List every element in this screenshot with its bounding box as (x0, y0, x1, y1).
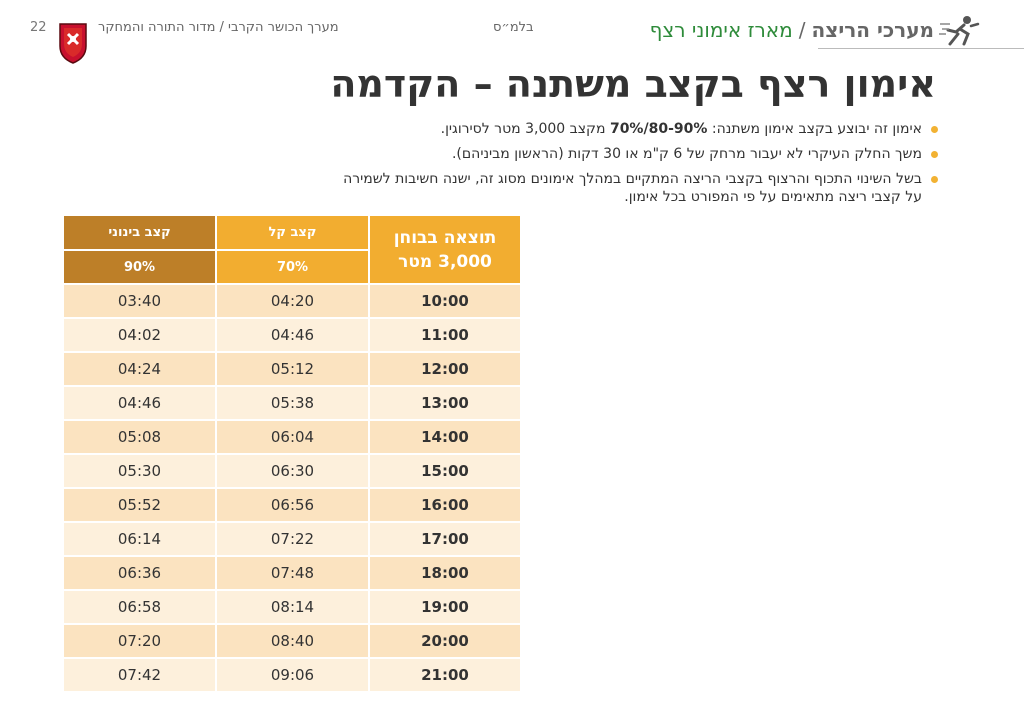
table-row: 18:00 07:48 06:36 (62, 555, 522, 591)
light-pace-cell: 08:40 (215, 623, 370, 659)
classification-label: בלמ״ס (493, 20, 534, 35)
table-row: 13:00 05:38 04:46 (62, 385, 522, 421)
light-pace-cell: 07:48 (215, 555, 370, 591)
breadcrumb: מערך הכושר הקרבי / מדור התורה והמחקר (98, 20, 339, 35)
light-pace-cell: 05:38 (215, 385, 370, 421)
table-row: 11:00 04:46 04:02 (62, 317, 522, 353)
result-header: תוצאה בבוחן 3,000 מטר (368, 214, 522, 285)
light-pace-cell: 06:56 (215, 487, 370, 523)
table-row: 19:00 08:14 06:58 (62, 589, 522, 625)
light-pace-percent: 70% (215, 249, 370, 285)
table-row: 10:00 04:20 03:40 (62, 283, 522, 319)
mid-pace-cell: 07:20 (62, 623, 217, 659)
section-sub: מארז אימוני רצף (649, 18, 793, 42)
mid-pace-cell: 05:52 (62, 487, 217, 523)
mid-pace-cell: 06:36 (62, 555, 217, 591)
table-row: 21:00 09:06 07:42 (62, 657, 522, 693)
bullet-dot-icon (931, 176, 938, 183)
runner-icon (939, 16, 980, 46)
mid-pace-header: קצב בינוני (62, 214, 217, 251)
light-pace-cell: 08:14 (215, 589, 370, 625)
light-pace-header: קצב קל (215, 214, 370, 251)
top-bar: 22 מערך הכושר הקרבי / מדור התורה והמחקר … (0, 0, 1024, 64)
mid-pace-percent: 90% (62, 249, 217, 285)
pace-table-body: 10:00 04:20 03:40 11:00 04:46 04:02 12:00 05:12… (62, 283, 522, 693)
result-cell: 12:00 (368, 351, 522, 387)
result-cell: 13:00 (368, 385, 522, 421)
result-cell: 18:00 (368, 555, 522, 591)
bullet-dot-icon (931, 126, 938, 133)
mid-pace-cell: 04:02 (62, 317, 217, 353)
mid-pace-cell: 06:58 (62, 589, 217, 625)
page-number: 22 (30, 20, 47, 35)
bullet-item: משך החלק העיקרי לא יעבור מרחק של 6 ק"מ א… (328, 145, 938, 163)
light-pace-cell: 09:06 (215, 657, 370, 693)
table-row: 12:00 05:12 04:24 (62, 351, 522, 387)
bullet-item: בשל השינוי התכוף והרצוף בקצבי הריצה המתק… (328, 170, 938, 206)
mid-pace-cell: 05:08 (62, 419, 217, 455)
section-separator: / (798, 18, 806, 42)
table-row: 15:00 06:30 05:30 (62, 453, 522, 489)
result-cell: 20:00 (368, 623, 522, 659)
shield-emblem-icon (59, 23, 87, 64)
mid-pace-cell: 07:42 (62, 657, 217, 693)
result-cell: 17:00 (368, 521, 522, 557)
table-row: 14:00 06:04 05:08 (62, 419, 522, 455)
table-row: 17:00 07:22 06:14 (62, 521, 522, 557)
result-cell: 16:00 (368, 487, 522, 523)
bullet-item: אימון זה יבוצע בקצב אימון משתנה: 80-90%/… (328, 120, 938, 138)
table-row: 20:00 08:40 07:20 (62, 623, 522, 659)
result-cell: 21:00 (368, 657, 522, 693)
light-pace-cell: 06:04 (215, 419, 370, 455)
light-pace-cell: 04:46 (215, 317, 370, 353)
mid-pace-cell: 06:14 (62, 521, 217, 557)
pace-table: תוצאה בבוחן 3,000 מטר קצב קל קצב בינוני … (62, 214, 522, 693)
section-main: מערכי הריצה (811, 18, 934, 42)
mid-pace-cell: 04:46 (62, 385, 217, 421)
result-cell: 14:00 (368, 419, 522, 455)
bullet-list: אימון זה יבוצע בקצב אימון משתנה: 80-90%/… (328, 120, 938, 213)
light-pace-cell: 04:20 (215, 283, 370, 319)
header-divider (818, 48, 1024, 49)
section-title: מערכי הריצה/מארז אימוני רצף (650, 18, 934, 42)
result-cell: 19:00 (368, 589, 522, 625)
light-pace-cell: 06:30 (215, 453, 370, 489)
mid-pace-cell: 03:40 (62, 283, 217, 319)
bullet-dot-icon (931, 151, 938, 158)
mid-pace-cell: 04:24 (62, 351, 217, 387)
mid-pace-cell: 05:30 (62, 453, 217, 489)
result-cell: 10:00 (368, 283, 522, 319)
page-title: אימון רצף בקצב משתנה – הקדמה (330, 62, 936, 106)
light-pace-cell: 07:22 (215, 521, 370, 557)
light-pace-cell: 05:12 (215, 351, 370, 387)
table-row: 16:00 06:56 05:52 (62, 487, 522, 523)
result-cell: 15:00 (368, 453, 522, 489)
result-cell: 11:00 (368, 317, 522, 353)
